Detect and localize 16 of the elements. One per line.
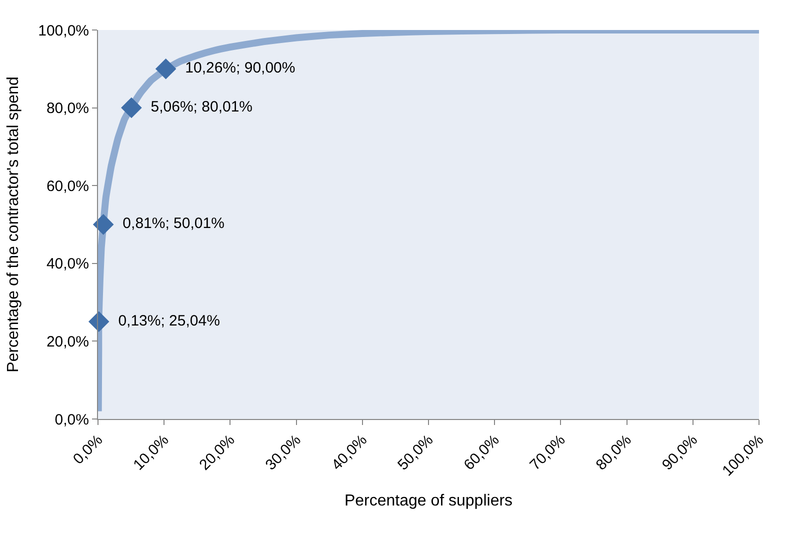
point xyxy=(92,214,114,235)
y-tick-label: 20,0% xyxy=(46,333,89,350)
point xyxy=(88,311,110,332)
y-tick-label: 100,0% xyxy=(38,22,89,40)
y-tick-label: 40,0% xyxy=(46,256,89,273)
point xyxy=(155,58,176,80)
point xyxy=(121,97,142,118)
y-tick-label: 60,0% xyxy=(46,178,89,195)
data-label: 0,13%; 25,04% xyxy=(110,312,220,330)
data-label: 0,81%; 50,01% xyxy=(114,215,224,232)
y-tick-label: 0,0% xyxy=(54,411,89,428)
y-tick-label: 80,0% xyxy=(46,100,89,118)
data-label: 10,26%; 90,00% xyxy=(176,60,296,77)
x-axis-title: Percentage of suppliers xyxy=(344,492,513,510)
y-axis-title: Percentage of the contractor's total spend xyxy=(5,76,22,372)
data-label: 5,06%; 80,01% xyxy=(142,98,253,116)
